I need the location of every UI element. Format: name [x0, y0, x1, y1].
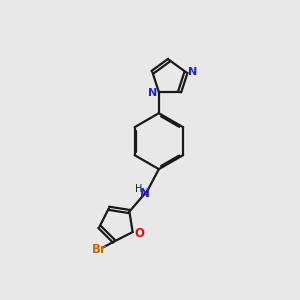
Text: N: N — [148, 88, 157, 98]
Text: O: O — [134, 227, 144, 240]
Text: N: N — [140, 187, 150, 200]
Text: Br: Br — [92, 243, 106, 256]
Text: N: N — [188, 67, 197, 77]
Text: H: H — [135, 184, 142, 194]
